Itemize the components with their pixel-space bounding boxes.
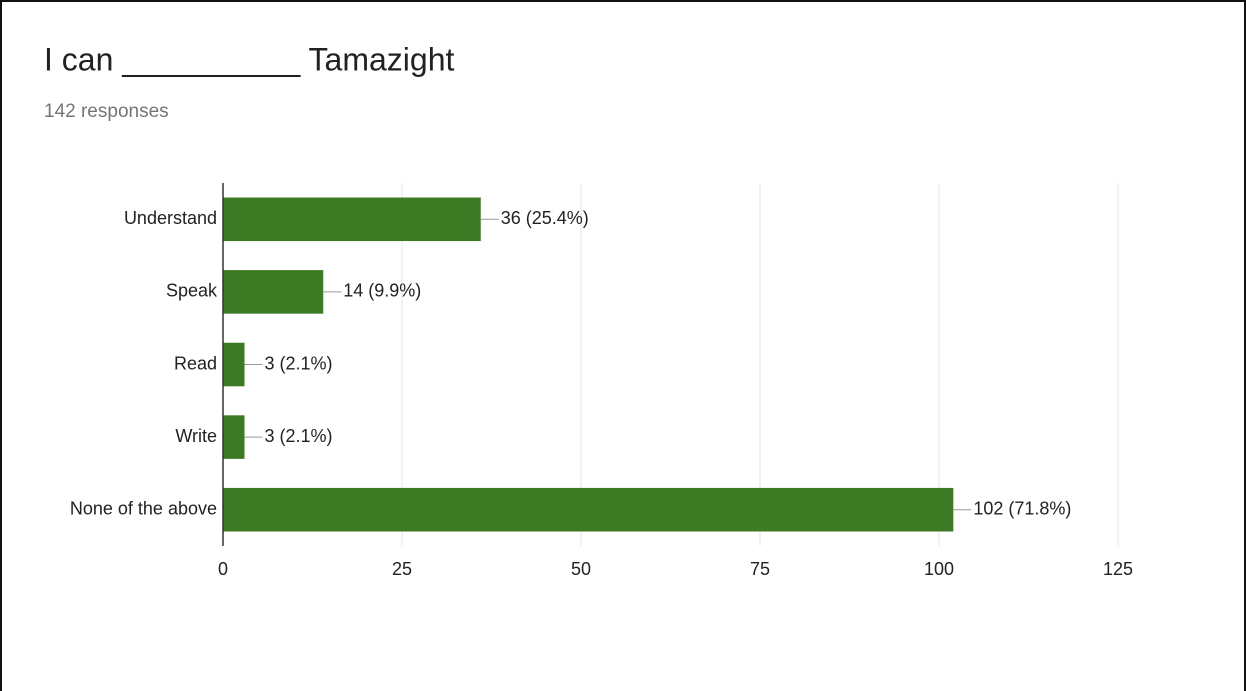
value-label: 102 (71.8%): [973, 498, 1071, 518]
value-label: 36 (25.4%): [501, 208, 589, 228]
bar: [223, 197, 481, 242]
x-tick-label: 125: [1103, 559, 1133, 579]
y-tick-label: Speak: [166, 281, 218, 301]
chart-title: I can __________ Tamazight: [44, 41, 455, 77]
y-tick-label: Read: [174, 353, 217, 373]
y-tick-label: Write: [175, 426, 217, 446]
value-label: 3 (2.1%): [264, 353, 332, 373]
bar: [223, 342, 245, 387]
x-tick-label: 75: [750, 559, 770, 579]
x-tick-label: 50: [571, 559, 591, 579]
bar: [223, 415, 245, 459]
value-label: 3 (2.1%): [264, 426, 332, 446]
x-tick-label: 100: [924, 559, 954, 579]
value-label: 14 (9.9%): [343, 281, 421, 301]
bar: [223, 270, 324, 314]
x-tick-label: 25: [392, 559, 412, 579]
chart-subtitle: 142 responses: [44, 101, 169, 122]
y-tick-label: Understand: [124, 208, 217, 228]
bar: [223, 487, 954, 532]
y-tick-label: None of the above: [70, 498, 217, 518]
x-tick-label: 0: [218, 559, 228, 579]
